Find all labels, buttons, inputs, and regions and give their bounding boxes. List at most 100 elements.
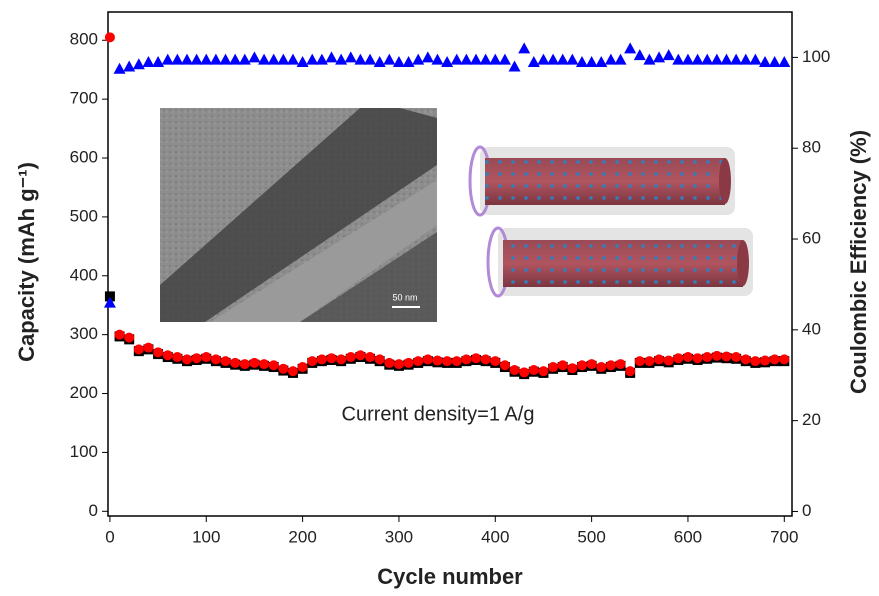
point (373, 55, 386, 67)
point (354, 53, 367, 65)
point (479, 53, 492, 65)
y2-tick-label: 100 (802, 47, 830, 66)
x-tick-label: 400 (481, 527, 509, 546)
x-tick-label: 500 (577, 527, 605, 546)
point (672, 53, 685, 65)
point (605, 360, 616, 371)
point (663, 355, 674, 366)
point (383, 53, 396, 65)
point (238, 53, 251, 65)
point (624, 42, 637, 54)
point (566, 53, 579, 65)
point (662, 49, 675, 61)
point (518, 42, 531, 54)
nanotube-illustration (468, 145, 753, 298)
point (392, 55, 405, 67)
point (355, 350, 366, 361)
point (431, 53, 444, 65)
point (538, 366, 549, 377)
x-tick-label: 100 (192, 527, 220, 546)
point (219, 53, 232, 65)
point (191, 353, 202, 364)
point (296, 55, 309, 67)
point (769, 354, 780, 365)
point (461, 354, 472, 365)
point (287, 366, 298, 377)
y2-tick-label: 40 (802, 319, 821, 338)
point (190, 53, 203, 65)
point (750, 356, 761, 367)
x-tick-label: 300 (385, 527, 413, 546)
point (489, 53, 502, 65)
point (634, 356, 645, 367)
y-axis-label: Capacity (mAh g⁻¹) (14, 162, 39, 362)
point (307, 356, 318, 367)
point (499, 360, 510, 371)
point (402, 55, 415, 67)
point (460, 53, 473, 65)
point (721, 351, 732, 362)
point (114, 329, 125, 340)
point (171, 53, 184, 65)
point (625, 366, 636, 377)
y2-tick-label: 80 (802, 138, 821, 157)
plot-frame (107, 11, 793, 517)
y2-tick-label: 20 (802, 410, 821, 429)
point (768, 55, 781, 67)
point (278, 363, 289, 374)
point (267, 53, 280, 65)
point (161, 53, 174, 65)
point (557, 360, 568, 371)
point (316, 354, 327, 365)
y-tick-label: 0 (89, 501, 98, 520)
point (249, 357, 260, 368)
point (220, 356, 231, 367)
point (644, 356, 655, 367)
point (297, 362, 308, 373)
point (740, 354, 751, 365)
point (229, 53, 242, 65)
point (393, 359, 404, 370)
point (384, 357, 395, 368)
point (113, 62, 126, 74)
point (374, 354, 385, 365)
point (760, 355, 771, 366)
point (142, 55, 155, 67)
point (209, 53, 222, 65)
point (711, 350, 722, 361)
point (239, 359, 250, 370)
point (692, 353, 703, 364)
point (104, 291, 115, 302)
y2-axis-label: Coulombic Efficiency (%) (846, 130, 871, 394)
point (162, 350, 173, 361)
point (653, 51, 666, 63)
point (123, 60, 136, 72)
y2-tick-label: 60 (802, 229, 821, 248)
point (413, 356, 424, 367)
point (604, 53, 617, 65)
point (286, 53, 299, 65)
point (450, 53, 463, 65)
point (739, 53, 752, 65)
point (153, 347, 164, 358)
point (779, 354, 790, 365)
point (498, 53, 511, 65)
point (422, 354, 433, 365)
point (537, 53, 550, 65)
point (172, 352, 183, 363)
point (508, 60, 521, 72)
point (335, 53, 348, 65)
point (259, 359, 270, 370)
point (585, 55, 598, 67)
point (365, 352, 376, 363)
point (326, 353, 337, 364)
point (471, 353, 482, 364)
point (633, 49, 646, 61)
y-tick-label: 500 (70, 206, 98, 225)
point (576, 360, 587, 371)
point (248, 51, 261, 63)
point (268, 360, 279, 371)
x-axis-label: Cycle number (377, 564, 523, 589)
